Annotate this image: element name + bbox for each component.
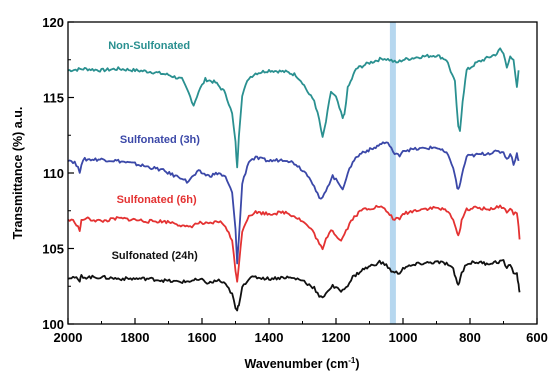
series-group <box>67 47 521 312</box>
x-axis-title-close: ) <box>355 357 359 371</box>
x-axis-title-superscript: -1 <box>348 356 356 365</box>
x-tick-label: 1600 <box>188 330 217 345</box>
y-tick-label: 120 <box>42 15 64 30</box>
series-label-2: Sulfonated (6h) <box>117 194 197 206</box>
x-tick-label: 1000 <box>389 330 418 345</box>
series-label-1: Sulfonated (3h) <box>120 134 200 146</box>
highlight-band <box>389 22 396 324</box>
series-line-1 <box>67 141 520 265</box>
series-label-3: Sulfonated (24h) <box>112 250 199 262</box>
series-label-0: Non-Sulfonated <box>108 40 190 52</box>
x-axis-title-main: Wavenumber (cm <box>244 357 348 371</box>
x-tick-label: 1800 <box>121 330 150 345</box>
series-line-0 <box>67 47 520 169</box>
x-tick-label: 1400 <box>255 330 284 345</box>
y-axis-ticks: 100 105 110 115 120 <box>42 15 74 332</box>
x-tick-label: 800 <box>459 330 481 345</box>
y-tick-label: 115 <box>43 91 64 106</box>
x-axis-ticks: 2000 1800 1600 1400 1200 1000 800 600 <box>54 318 548 345</box>
y-tick-label: 110 <box>43 166 64 181</box>
x-axis-title: Wavenumber (cm-1) <box>244 356 359 371</box>
y-tick-label: 100 <box>42 317 64 332</box>
x-tick-label: 2000 <box>54 330 83 345</box>
series-labels: Non-Sulfonated Sulfonated (3h) Sulfonated … <box>108 40 200 262</box>
x-tick-label: 600 <box>526 330 548 345</box>
series-line-3 <box>67 259 521 312</box>
y-tick-label: 105 <box>42 242 64 257</box>
x-tick-label: 1200 <box>322 330 351 345</box>
series-line-2 <box>67 204 521 283</box>
y-axis-title: Transmittance (%) a.u. <box>11 107 25 240</box>
